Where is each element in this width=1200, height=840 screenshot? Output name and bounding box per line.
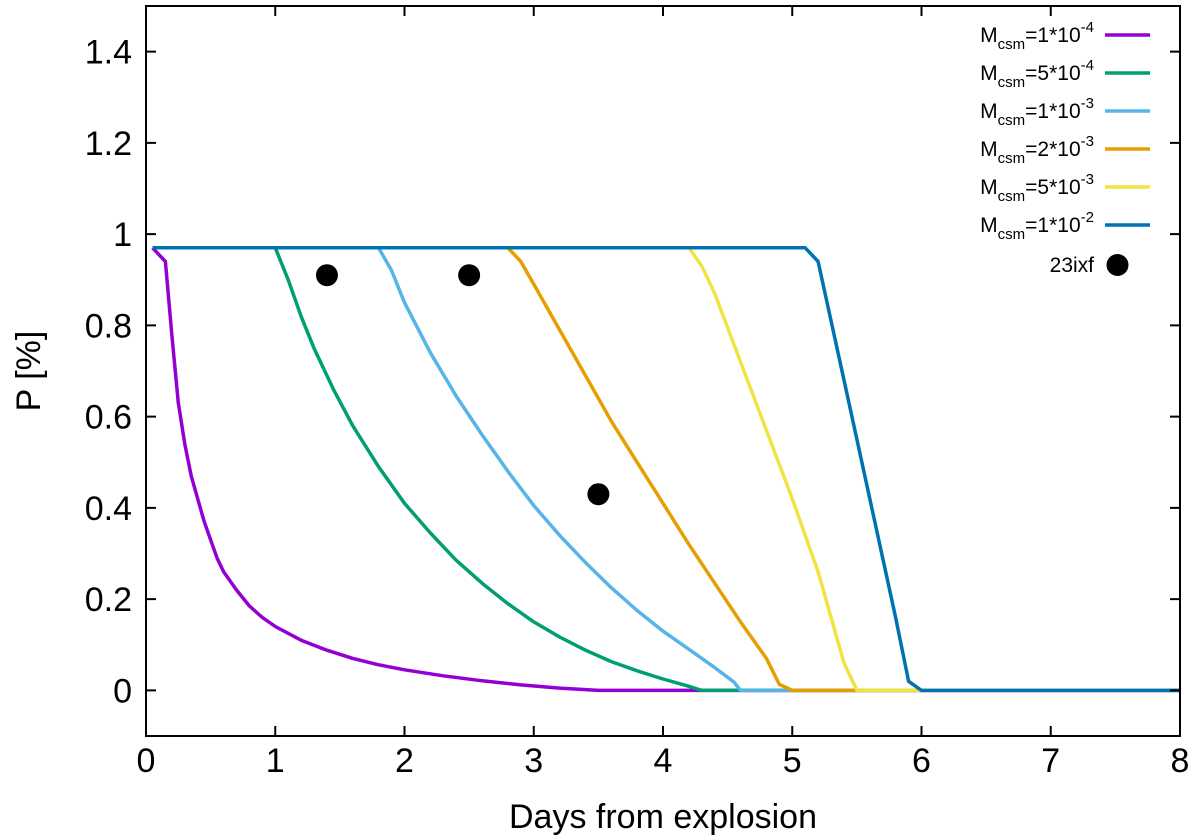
series-line-3: [152, 246, 1180, 693]
y-tick-label: 0.6: [85, 399, 132, 437]
legend-label: 23ixf: [1050, 254, 1095, 277]
data-points: [315, 264, 610, 506]
legend-label-part: csm: [998, 188, 1026, 205]
x-tick-label: 4: [654, 742, 673, 780]
y-tick-label: 0.4: [85, 490, 132, 528]
legend-label-part: csm: [998, 74, 1026, 91]
legend-label-part: -4: [1081, 19, 1094, 36]
legend-entry-6: Mcsm=1*10-2: [980, 209, 1150, 243]
y-tick-label: 1.2: [85, 125, 132, 163]
x-tick-label: 3: [524, 742, 543, 780]
series-line-1: [151, 246, 1180, 693]
y-tick-label: 0: [113, 672, 132, 710]
legend-entry-3: Mcsm=1*10-3: [980, 95, 1150, 129]
legend-entry-2: Mcsm=5*10-4: [980, 57, 1150, 91]
legend: Mcsm=1*10-4Mcsm=5*10-4Mcsm=1*10-3Mcsm=2*…: [980, 19, 1150, 277]
legend-label-part: =5*10: [1025, 62, 1080, 85]
x-tick-label: 2: [395, 742, 414, 780]
data-point-23ixf: [587, 483, 610, 506]
series-line-2: [152, 246, 1180, 693]
y-tick-label: 0.8: [85, 307, 132, 345]
legend-entry-1: Mcsm=1*10-4: [980, 19, 1150, 53]
legend-label-part: =1*10: [1025, 214, 1080, 237]
legend-label-part: -4: [1081, 57, 1094, 74]
legend-label-part: M: [980, 100, 998, 123]
legend-label-part: -3: [1081, 133, 1094, 150]
x-tick-label: 8: [1171, 742, 1190, 780]
legend-entry-4: Mcsm=2*10-3: [980, 133, 1150, 167]
legend-label: Mcsm=5*10-3: [980, 171, 1094, 205]
data-point-23ixf: [458, 264, 481, 287]
legend-label: Mcsm=5*10-4: [980, 57, 1094, 91]
series-line-4: [152, 246, 1180, 693]
x-axis-title: Days from explosion: [509, 798, 817, 836]
series-line-5: [152, 246, 1180, 693]
series-line-6: [152, 246, 1180, 693]
legend-label-part: M: [980, 24, 998, 47]
legend-label-part: =1*10: [1025, 24, 1080, 47]
y-tick-label: 0.2: [85, 581, 132, 619]
legend-label: Mcsm=2*10-3: [980, 133, 1094, 167]
legend-label-part: =2*10: [1025, 138, 1080, 161]
legend-label-part: csm: [998, 226, 1026, 243]
legend-entry-5: Mcsm=5*10-3: [980, 171, 1150, 205]
legend-label: Mcsm=1*10-3: [980, 95, 1094, 129]
legend-label: Mcsm=1*10-2: [980, 209, 1094, 243]
legend-label-part: M: [980, 62, 998, 85]
legend-label-part: -3: [1081, 171, 1094, 188]
legend-entry-points: 23ixf: [1050, 254, 1129, 277]
x-tick-label: 6: [912, 742, 931, 780]
x-tick-label: 7: [1041, 742, 1060, 780]
x-tick-label: 5: [783, 742, 802, 780]
legend-label-part: M: [980, 214, 998, 237]
y-axis-title: P [%]: [10, 331, 48, 412]
legend-label-part: -3: [1081, 95, 1094, 112]
x-tick-label: 1: [266, 742, 285, 780]
y-tick-label: 1.4: [85, 34, 132, 72]
legend-label-part: M: [980, 138, 998, 161]
legend-label-part: =5*10: [1025, 176, 1080, 199]
axis-ticks: 0 1 2 3 4 5 6 7 8 0 0.2 0.4 0.6 0.8 1 1.2 1.4: [85, 6, 1190, 780]
legend-label-part: -2: [1081, 209, 1094, 226]
legend-label-part: M: [980, 176, 998, 199]
y-tick-label: 1: [113, 216, 132, 254]
legend-label-part: csm: [998, 112, 1026, 129]
series-lines: [151, 246, 1180, 693]
legend-label-part: csm: [998, 36, 1026, 53]
data-point-23ixf: [315, 264, 338, 287]
legend-label-part: =1*10: [1025, 100, 1080, 123]
legend-label-part: csm: [998, 150, 1026, 167]
x-tick-label: 0: [137, 742, 156, 780]
legend-marker: [1106, 254, 1129, 276]
legend-label: Mcsm=1*10-4: [980, 19, 1094, 53]
